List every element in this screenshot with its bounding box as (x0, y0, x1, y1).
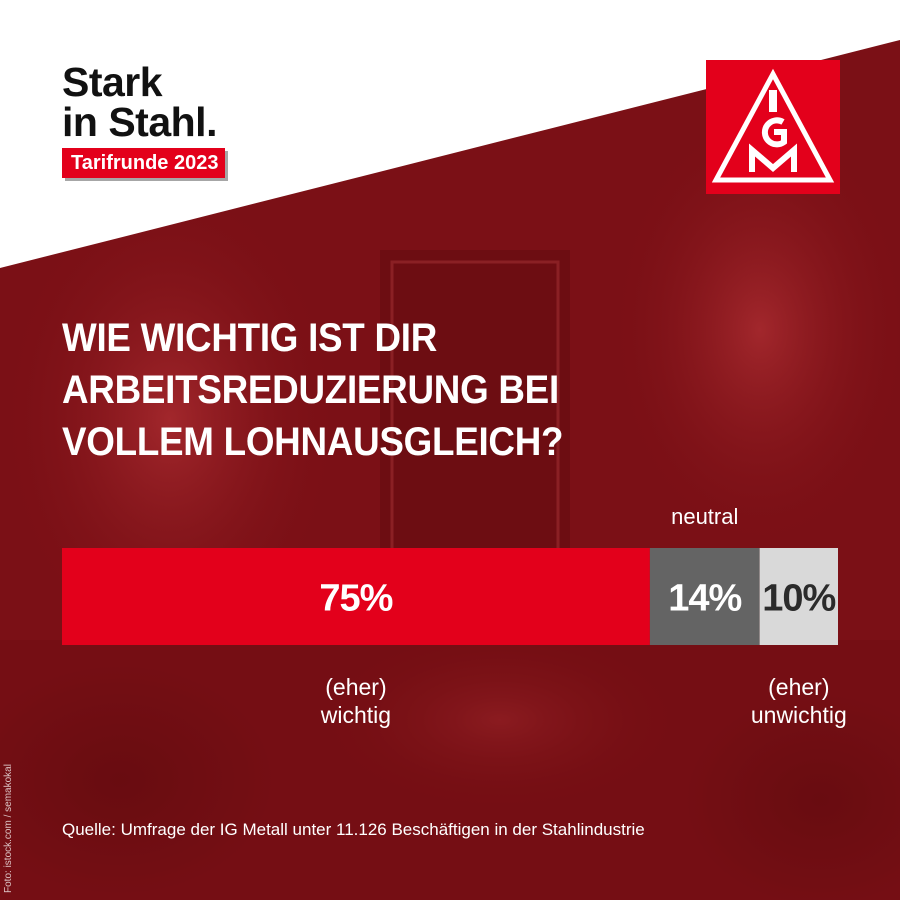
campaign-brand: Stark in Stahl. Tarifrunde 2023 (62, 59, 226, 178)
bar-value-label-2: 10% (762, 578, 835, 620)
ig-metall-logo-icon (706, 60, 840, 194)
question-line-2: ARBEITSREDUZIERUNG BEI (62, 368, 559, 412)
question-line-1: WIE WICHTIG IST DIR (62, 316, 438, 360)
brand-title-line-2: in Stahl. (62, 99, 217, 145)
bar-caption-0-0: (eher) (325, 674, 386, 700)
bar-caption-1-0: neutral (671, 504, 738, 529)
campaign-badge: Tarifrunde 2023 (62, 148, 226, 178)
brand-title-line-1: Stark (62, 59, 163, 105)
source-note: Quelle: Umfrage der IG Metall unter 11.1… (62, 820, 645, 839)
bar-segment-1 (649, 548, 760, 645)
question-line-3: VOLLEM LOHNAUSGLEICH? (62, 420, 564, 464)
bar-value-label-1: 14% (668, 578, 741, 620)
bar-caption-2-1: unwichtig (751, 702, 847, 728)
survey-question: WIE WICHTIG IST DIR ARBEITSREDUZIERUNG B… (62, 312, 724, 468)
bar-caption-0-1: wichtig (320, 702, 391, 728)
bar-segment-0 (62, 548, 650, 645)
bar-value-label-0: 75% (319, 578, 392, 620)
bar-caption-2-0: (eher) (768, 674, 829, 700)
photo-credit: Foto: istock.com / semakokal (3, 764, 14, 893)
bar-segment-2 (759, 548, 838, 645)
